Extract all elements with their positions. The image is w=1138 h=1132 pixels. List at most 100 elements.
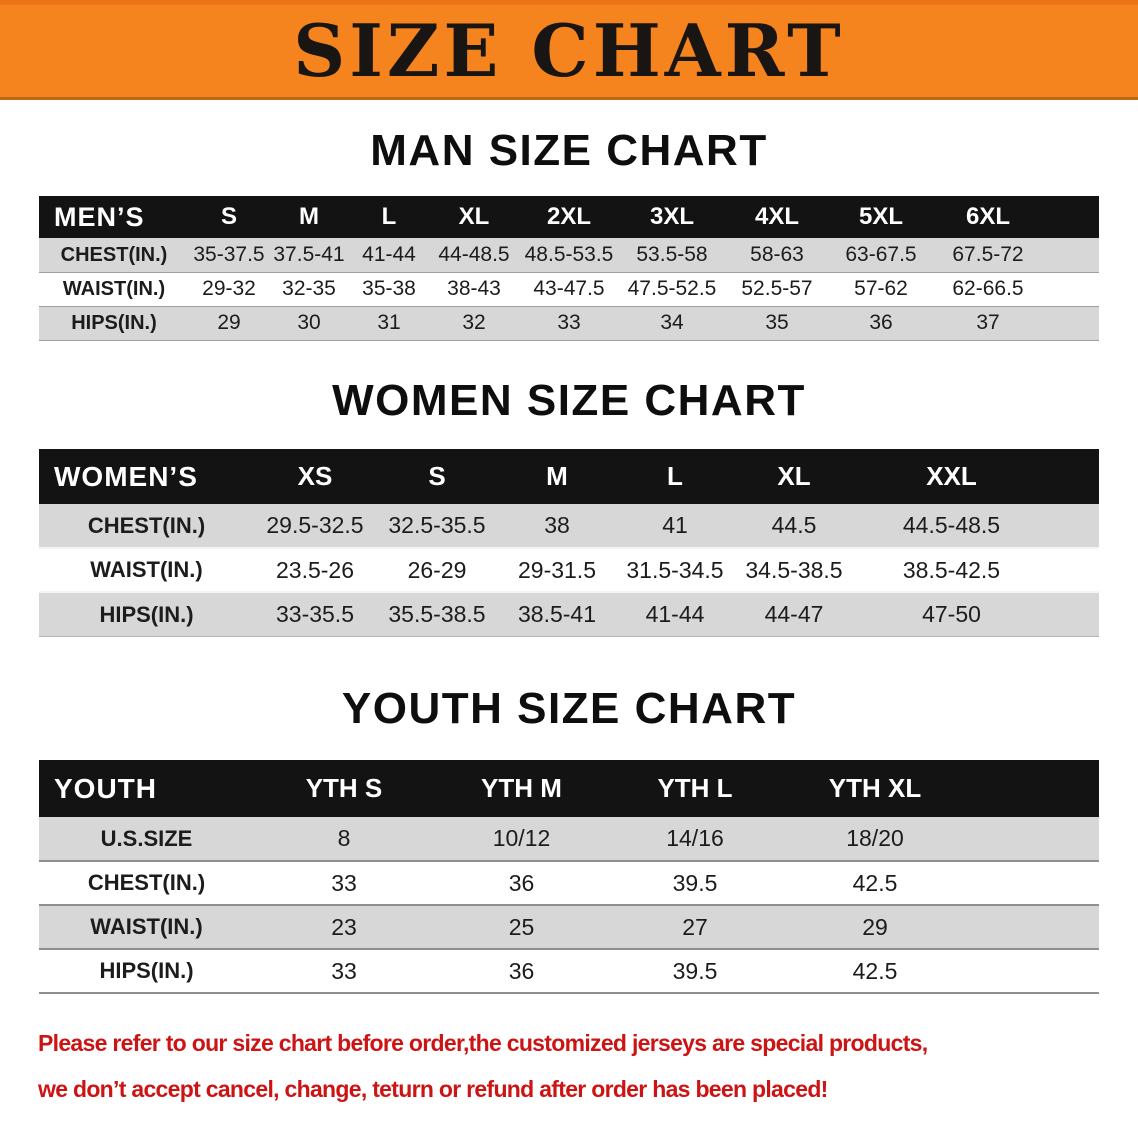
women-col-header: XL: [734, 449, 854, 505]
disclaimer-line-2: we don’t accept cancel, change, teturn o…: [38, 1076, 828, 1103]
table-cell: 39.5: [672, 957, 718, 984]
table-cell: 47-50: [854, 592, 1049, 637]
table-cell: 48.5-53.5: [519, 238, 619, 273]
row-label: U.S.SIZE: [39, 817, 254, 862]
table-cell: 35: [725, 306, 829, 341]
row-label: HIPS(IN.): [39, 306, 189, 341]
men-waist-row: WAIST(IN.) 29-32 32-35 35-38 38-43 43-47…: [39, 272, 1099, 307]
table-cell: 25: [434, 905, 609, 950]
row-label: HIPS(IN.): [99, 958, 194, 984]
women-header-row: WOMEN’S XS S M L XL XXL: [39, 449, 1099, 505]
table-cell: 38-43: [447, 277, 501, 301]
table-cell: 23.5-26: [275, 556, 354, 583]
women-chest-row: CHEST(IN.) 29.5-32.5 32.5-35.5 38 41 44.…: [39, 504, 1099, 549]
women-col-header: M: [498, 449, 616, 505]
table-cell: 58-63: [725, 238, 829, 273]
table-cell: 33-35.5: [254, 592, 376, 637]
table-cell: 18/20: [781, 817, 969, 862]
row-label: CHEST(IN.): [87, 870, 206, 896]
table-cell: 33: [519, 306, 619, 341]
table-cell: 31: [349, 306, 429, 341]
table-cell: 57-62: [854, 277, 908, 301]
men-size-table: MEN’S S M L XL 2XL 3XL 4XL 5XL 6XL CHEST…: [39, 196, 1099, 341]
men-size-section: MAN SIZE CHART MEN’S S M L XL 2XL 3XL 4X…: [0, 126, 1138, 341]
spacer-cell: [1043, 196, 1099, 239]
women-col-header: L: [616, 449, 734, 505]
women-table-title: WOMEN’S: [39, 449, 254, 505]
table-cell: 23: [254, 905, 434, 950]
youth-col-header: YTH S: [254, 760, 434, 818]
spacer-cell: [1049, 592, 1099, 637]
men-hips-row: HIPS(IN.) 29 30 31 32 33 34 35 36 37: [39, 306, 1099, 341]
spacer-cell: [1043, 272, 1099, 306]
table-cell: 42.5: [852, 869, 898, 896]
table-cell: 44-47: [734, 592, 854, 637]
spacer-cell: [969, 905, 1099, 950]
table-cell: 29: [189, 306, 269, 341]
table-cell: 35-37.5: [189, 238, 269, 273]
table-cell: 32.5-35.5: [376, 504, 498, 549]
youth-col-header: YTH L: [609, 760, 781, 818]
spacer-cell: [1049, 548, 1099, 592]
women-size-section: WOMEN SIZE CHART WOMEN’S XS S M L XL XXL: [0, 375, 1138, 637]
table-cell: 44.5: [734, 504, 854, 549]
spacer-cell: [1049, 449, 1099, 505]
women-col-header: S: [376, 449, 498, 505]
youth-ussize-row: U.S.SIZE 8 10/12 14/16 18/20: [39, 817, 1099, 862]
women-section-heading: WOMEN SIZE CHART: [332, 375, 806, 425]
spacer-cell: [969, 861, 1099, 905]
table-cell: 29: [781, 905, 969, 950]
men-col-header: XL: [429, 196, 519, 239]
table-cell: 53.5-58: [619, 238, 725, 273]
men-col-header: S: [189, 196, 269, 239]
table-cell: 29.5-32.5: [254, 504, 376, 549]
page-title: SIZE CHART: [293, 8, 845, 93]
table-cell: 44-48.5: [429, 238, 519, 273]
table-cell: 33: [331, 869, 357, 896]
table-cell: 29-32: [202, 277, 256, 301]
row-label: WAIST(IN.): [90, 557, 203, 583]
table-cell: 52.5-57: [741, 277, 813, 301]
row-label: WAIST(IN.): [39, 905, 254, 950]
women-col-header: XS: [254, 449, 376, 505]
table-cell: 47.5-52.5: [627, 277, 717, 301]
spacer-cell: [1043, 306, 1099, 341]
table-cell: 63-67.5: [829, 238, 933, 273]
youth-hips-row: HIPS(IN.) 33 36 39.5 42.5: [39, 949, 1099, 994]
table-cell: 37.5-41: [269, 238, 349, 273]
table-cell: 34: [619, 306, 725, 341]
spacer-cell: [1043, 238, 1099, 273]
table-cell: 35.5-38.5: [376, 592, 498, 637]
youth-table-title: YOUTH: [39, 760, 254, 818]
youth-header-row: YOUTH YTH S YTH M YTH L YTH XL: [39, 760, 1099, 818]
table-cell: 39.5: [672, 869, 718, 896]
table-cell: 41: [616, 504, 734, 549]
table-cell: 35-38: [362, 277, 416, 301]
table-cell: 30: [269, 306, 349, 341]
table-cell: 27: [609, 905, 781, 950]
row-label: HIPS(IN.): [39, 592, 254, 637]
table-cell: 43-47.5: [533, 277, 605, 301]
table-cell: 36: [508, 869, 535, 896]
table-cell: 44.5-48.5: [854, 504, 1049, 549]
women-col-header: XXL: [854, 449, 1049, 505]
youth-chest-row: CHEST(IN.) 33 36 39.5 42.5: [39, 861, 1099, 906]
table-cell: 67.5-72: [933, 238, 1043, 273]
youth-col-header: YTH XL: [781, 760, 969, 818]
row-label: CHEST(IN.): [39, 238, 189, 273]
disclaimer-line-1: Please refer to our size chart before or…: [38, 1030, 928, 1057]
table-cell: 41-44: [349, 238, 429, 273]
table-cell: 36: [508, 957, 535, 984]
men-col-header: 5XL: [829, 196, 933, 239]
table-cell: 34.5-38.5: [745, 556, 843, 583]
table-cell: 10/12: [434, 817, 609, 862]
table-cell: 31.5-34.5: [626, 556, 724, 583]
table-cell: 32-35: [282, 277, 336, 301]
table-cell: 37: [933, 306, 1043, 341]
women-hips-row: HIPS(IN.) 33-35.5 35.5-38.5 38.5-41 41-4…: [39, 592, 1099, 637]
row-label: WAIST(IN.): [62, 277, 166, 300]
men-table-title: MEN’S: [39, 196, 189, 239]
men-col-header: 4XL: [725, 196, 829, 239]
table-cell: 29-31.5: [517, 556, 596, 583]
youth-col-header: YTH M: [434, 760, 609, 818]
